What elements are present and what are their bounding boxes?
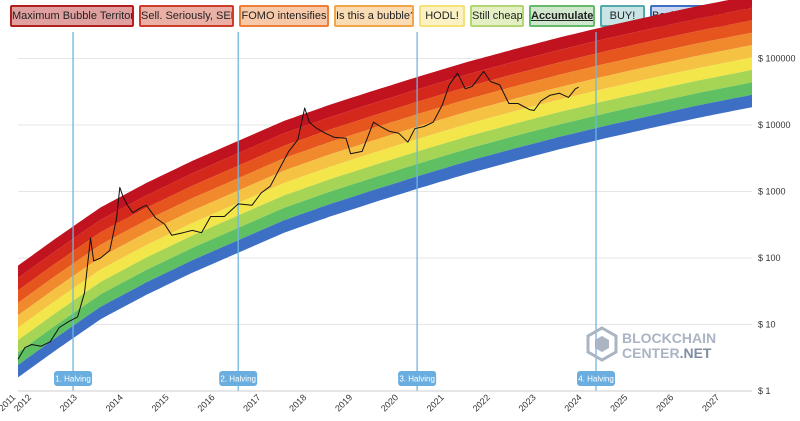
price-series (17, 70, 579, 360)
legend-is-this-a-bubble[interactable]: Is this a bubble? (334, 5, 414, 27)
x-tick-label: 2017 (241, 392, 262, 413)
halving-label-text: 1. Halving (55, 375, 91, 384)
legend-sell-seriously-sell[interactable]: Sell. Seriously, SELL! (139, 5, 234, 27)
x-tick-label: 2014 (104, 392, 125, 413)
halving-label-bg (219, 371, 258, 386)
watermark-line1: BLOCKCHAIN (622, 330, 716, 346)
legend-accumulate[interactable]: Accumulate (529, 5, 595, 27)
x-tick-label: 2018 (287, 392, 308, 413)
x-tick-label: 2020 (379, 392, 400, 413)
y-tick-label: $ 100 (758, 253, 781, 263)
halving-label-bg (577, 371, 616, 386)
halving-label-text: 3. Halving (399, 375, 435, 384)
halving-label-bg (54, 371, 93, 386)
x-tick-label: 2027 (700, 392, 721, 413)
halving-labels: 1. Halving 2. Halving 3. Halving 4. Halving (54, 371, 616, 386)
halving-label-bg (398, 371, 437, 386)
rainbow-bands (18, 0, 752, 378)
halving-label-text: 2. Halving (220, 375, 256, 384)
x-tick-label: 2015 (150, 392, 171, 413)
price-line (17, 70, 579, 360)
halving-label: 4. Halving (577, 371, 616, 386)
legend-hodl[interactable]: HODL! (419, 5, 465, 27)
y-tick-label: $ 10 (758, 319, 776, 329)
halving-label: 3. Halving (398, 371, 437, 386)
x-tick-label: 2026 (654, 392, 675, 413)
legend-fomo-intensifies[interactable]: FOMO intensifies (239, 5, 329, 27)
x-tick-label: 2024 (562, 392, 583, 413)
x-tick-label: 2025 (608, 392, 629, 413)
x-tick-label: 2016 (195, 392, 216, 413)
blockchaincenter-logo-icon (586, 326, 618, 362)
x-tick-label: 2022 (471, 392, 492, 413)
watermark-line2: CENTER.NET (622, 345, 712, 361)
y-tick-label: $ 1 (758, 386, 771, 396)
x-tick-label: 2013 (58, 392, 79, 413)
x-tick-label: 2023 (517, 392, 538, 413)
x-tick-label: 2021 (425, 392, 446, 413)
halving-label: 2. Halving (219, 371, 258, 386)
legend-buy[interactable]: BUY! (600, 5, 645, 27)
y-tick-label: $ 100000 (758, 53, 796, 63)
y-axis: $ 1 $ 10 $ 100 $ 1000 $ 10000 $ 100000 (758, 53, 796, 396)
y-tick-label: $ 1000 (758, 186, 786, 196)
legend-maximum-bubble-territory[interactable]: Maximum Bubble Territory (10, 5, 134, 27)
watermark: BLOCKCHAIN CENTER.NET (586, 326, 716, 362)
x-tick-label: 2012 (12, 392, 33, 413)
x-tick-label: 2019 (333, 392, 354, 413)
halving-label-text: 4. Halving (578, 375, 614, 384)
legend-still-cheap[interactable]: Still cheap (470, 5, 524, 27)
halving-label: 1. Halving (54, 371, 93, 386)
y-tick-label: $ 10000 (758, 120, 791, 130)
